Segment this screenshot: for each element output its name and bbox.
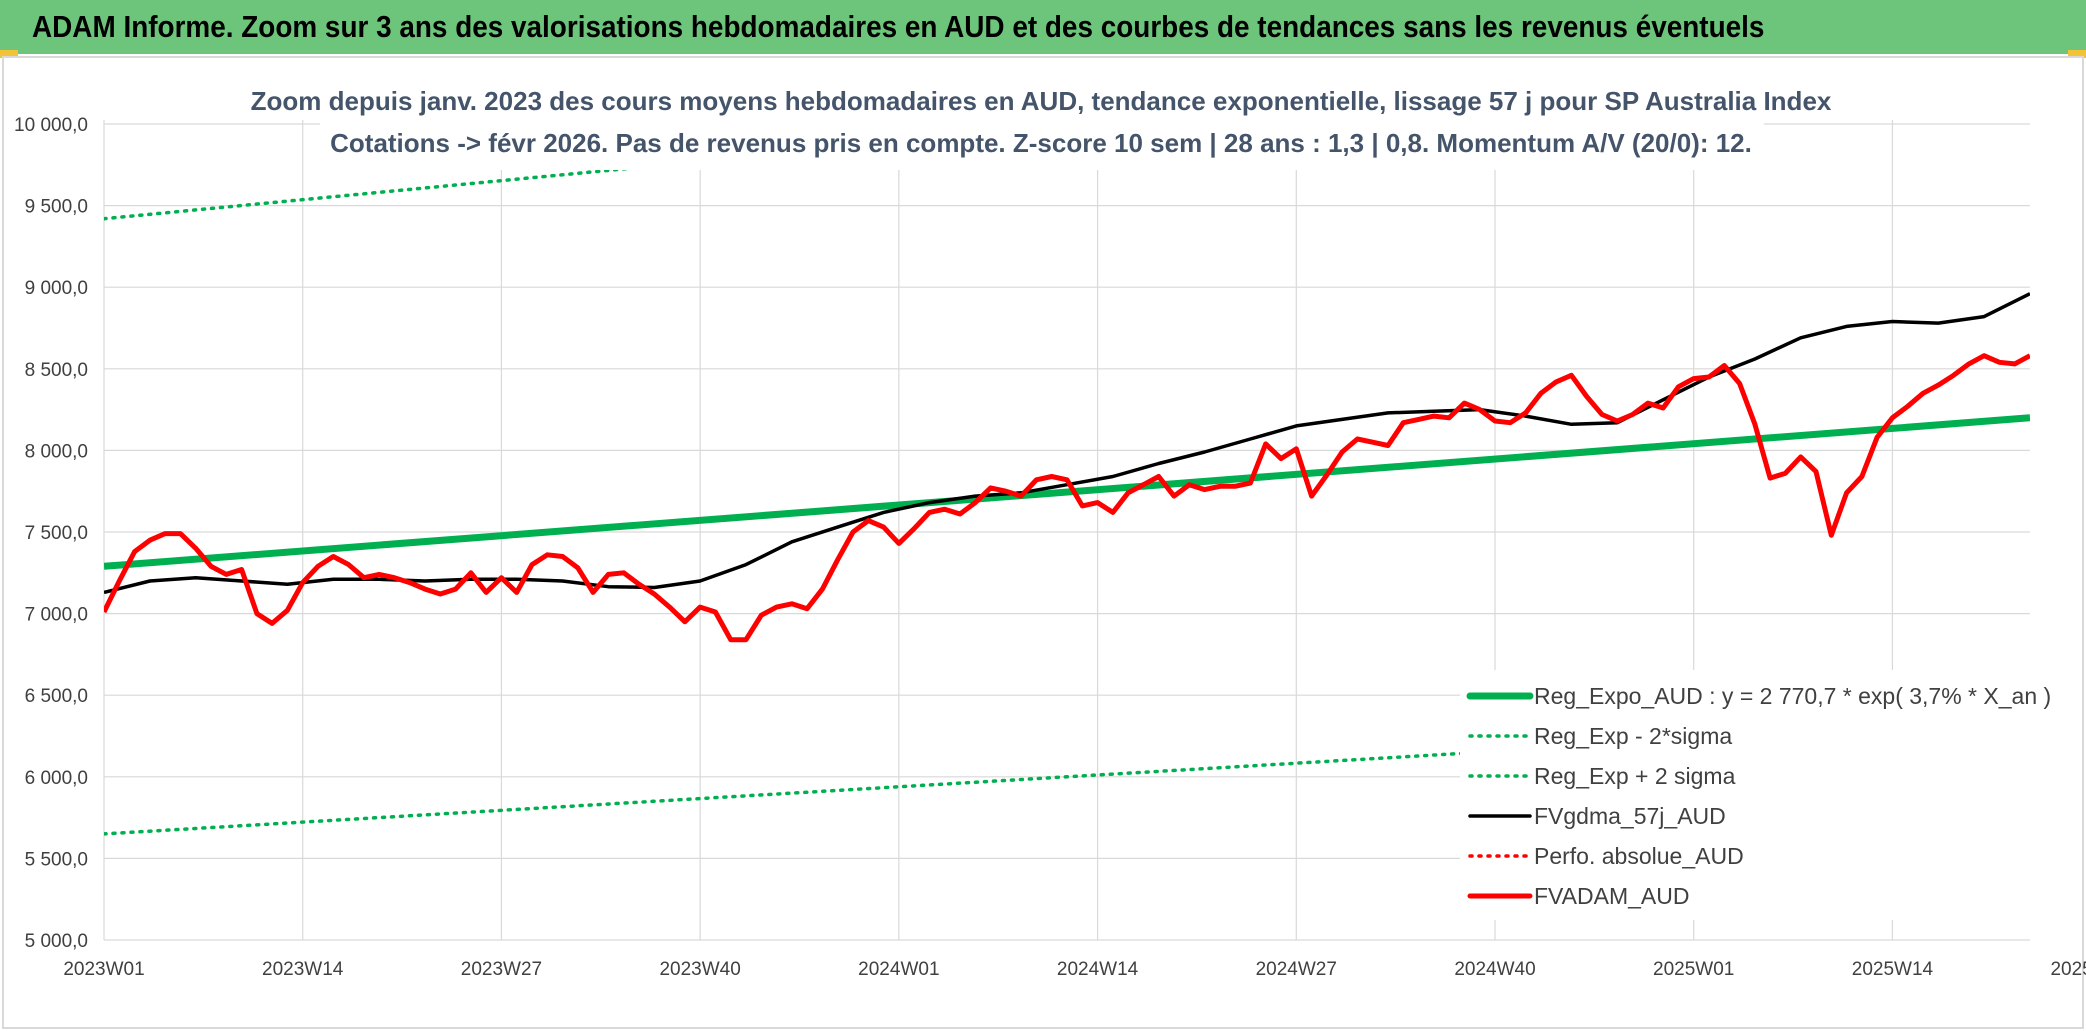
chart-frame [2,56,2084,1029]
legend-label: Reg_Exp + 2 sigma [1534,763,1736,789]
legend-label: Reg_Exp - 2*sigma [1534,723,1732,749]
chart-subtitle: Zoom depuis janv. 2023 des cours moyens … [251,76,1832,170]
x-tick-label: 2025W01 [1653,959,1734,980]
series-line-1 [104,717,2030,836]
y-tick-label: 6 000,0 [25,768,88,789]
y-tick-label: 8 500,0 [25,360,88,381]
legend-label: FVgdma_57j_AUD [1534,803,1726,829]
y-tick-label: 7 000,0 [25,605,88,626]
y-tick-label: 6 500,0 [25,686,88,707]
y-tick-label: 9 000,0 [25,278,88,299]
y-axis: 5 000,0 5 500,0 6 000,0 6 500,0 7 000,0 7 500… [14,115,88,952]
series-line-2 [104,124,1111,221]
x-tick-label: 2023W40 [659,959,740,980]
subtitle-background [320,76,1764,170]
x-tick-label: 2024W01 [858,959,939,980]
x-tick-label: 2024W27 [1256,959,1337,980]
y-tick-label: 10 000,0 [14,115,88,136]
x-tick-label: 2025W14 [1852,959,1934,980]
legend-label: Perfo. absolue_AUD [1534,843,1744,869]
y-tick-label: 5 000,0 [25,931,88,952]
x-tick-label: 2025W27 [2050,959,2086,980]
x-axis: 2023W01 2023W14 2023W27 2023W40 2024W01 2024W… [63,959,2086,980]
x-tick-label: 2023W27 [461,959,542,980]
legend-label: Reg_Expo_AUD : y = 2 770,7 * exp( 3,7% *… [1534,683,2051,709]
y-tick-label: 8 000,0 [25,441,88,462]
x-tick-label: 2023W01 [63,959,144,980]
subtitle-line-2: Cotations -> févr 2026. Pas de revenus p… [330,128,1752,158]
series-line-0 [104,414,2030,570]
banner-accent-right [2068,50,2086,58]
title-banner: ADAM Informe. Zoom sur 3 ans des valoris… [0,0,2086,54]
plot-area [104,124,2030,836]
x-tick-label: 2023W14 [262,959,344,980]
legend: Reg_Expo_AUD : y = 2 770,7 * exp( 3,7% *… [1460,670,2051,920]
y-tick-label: 7 500,0 [25,523,88,544]
banner-accent-left [0,50,18,58]
x-tick-label: 2024W14 [1057,959,1139,980]
report-title: ADAM Informe. Zoom sur 3 ans des valoris… [32,9,1765,44]
series-line-5 [104,353,2030,643]
subtitle-line-1: Zoom depuis janv. 2023 des cours moyens … [251,86,1832,116]
legend-label: FVADAM_AUD [1534,883,1690,909]
x-tick-label: 2024W40 [1454,959,1535,980]
legend-background [1460,670,2040,920]
y-tick-label: 5 500,0 [25,849,88,870]
y-tick-label: 9 500,0 [25,197,88,218]
